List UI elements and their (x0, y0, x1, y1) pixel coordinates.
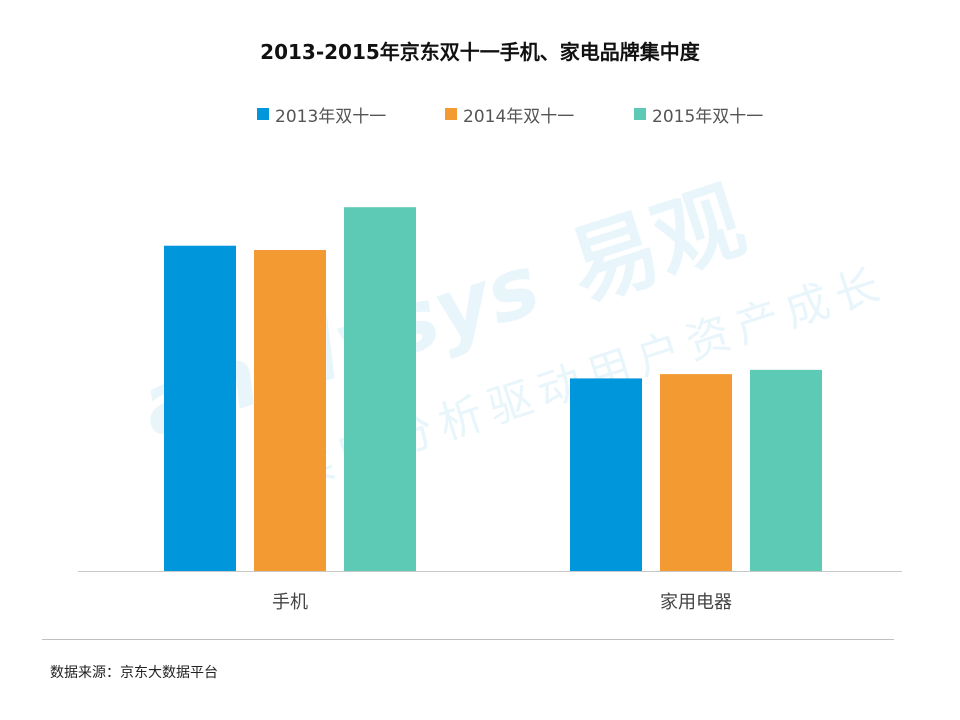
legend-label-2014: 2014年双十一 (463, 106, 575, 127)
source-note: 数据来源：京东大数据平台 (50, 665, 218, 681)
chart-title: 2013-2015年京东双十一手机、家电品牌集中度 (260, 40, 700, 64)
legend-label-2015: 2015年双十一 (652, 106, 764, 127)
bar-1-2 (750, 369, 822, 571)
category-label-0: 手机 (272, 592, 308, 613)
legend-swatch-2015 (634, 108, 646, 120)
legend-item-2013: 2013年双十一 (257, 101, 386, 127)
legend-item-2015: 2015年双十一 (634, 101, 763, 127)
footer-divider (42, 639, 894, 640)
legend: 2013年双十一 2014年双十一 2015年双十一 (0, 101, 960, 127)
bar-0-1 (254, 250, 326, 571)
legend-swatch-2014 (445, 108, 457, 120)
bar-1-1 (660, 374, 732, 571)
bar-0-2 (344, 207, 416, 571)
legend-item-2014: 2014年双十一 (445, 101, 574, 127)
bar-0-0 (164, 245, 236, 571)
bar-1-0 (570, 378, 642, 571)
category-label-1: 家用电器 (660, 592, 732, 613)
legend-label-2013: 2013年双十一 (275, 106, 387, 127)
legend-swatch-2013 (257, 108, 269, 120)
